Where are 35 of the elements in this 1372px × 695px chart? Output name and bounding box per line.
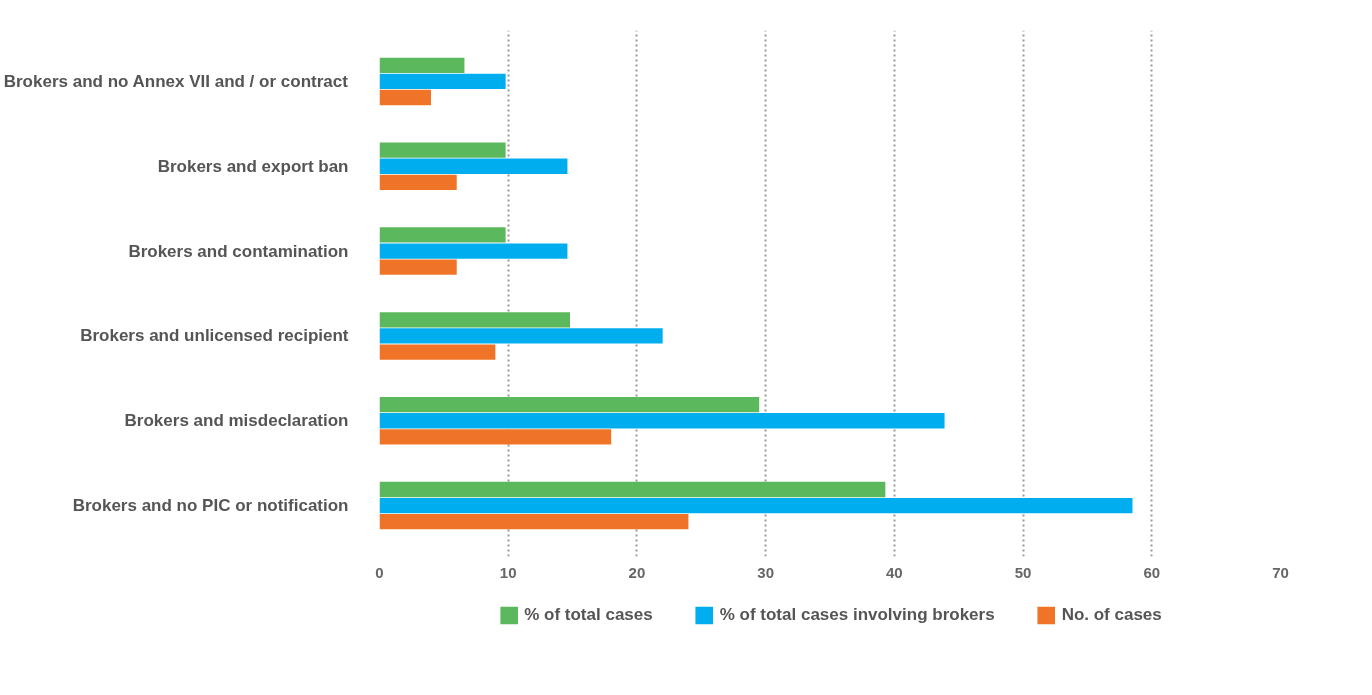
x-tick-label: 20 bbox=[628, 563, 646, 581]
y-tick-label: Brokers and no Annex VII and / or contract bbox=[3, 71, 349, 91]
bar bbox=[379, 497, 1133, 514]
y-tick-label: Brokers and contamination bbox=[128, 241, 349, 261]
y-tick-label: Brokers and misdeclaration bbox=[124, 411, 349, 431]
legend-label: No. of cases bbox=[1061, 605, 1162, 625]
bar bbox=[379, 259, 457, 275]
x-tick-label: 10 bbox=[499, 563, 517, 581]
bar bbox=[379, 481, 886, 498]
bar bbox=[379, 429, 612, 445]
x-tick-label: 0 bbox=[375, 563, 384, 581]
bar bbox=[379, 158, 568, 174]
bar bbox=[379, 89, 431, 106]
bar bbox=[379, 73, 506, 90]
bar bbox=[379, 328, 663, 344]
bar bbox=[379, 514, 689, 530]
y-tick-label: Brokers and no PIC or notification bbox=[72, 496, 349, 516]
bar bbox=[379, 227, 506, 243]
y-tick-label: Brokers and unlicensed recipient bbox=[80, 326, 349, 346]
x-tick-label: 30 bbox=[757, 563, 774, 581]
bar bbox=[379, 142, 506, 158]
bar bbox=[379, 396, 760, 413]
legend-label: % of total cases bbox=[524, 605, 653, 625]
x-tick-label: 70 bbox=[1272, 563, 1289, 581]
x-tick-label: 50 bbox=[1014, 563, 1032, 581]
bar bbox=[379, 243, 568, 259]
bar bbox=[379, 174, 457, 191]
bar bbox=[379, 344, 496, 360]
x-tick-label: 40 bbox=[886, 563, 903, 581]
y-tick-label: Brokers and export ban bbox=[157, 156, 349, 176]
x-tick-label: 60 bbox=[1143, 563, 1161, 581]
bar bbox=[379, 413, 945, 429]
legend-label: % of total cases involving brokers bbox=[719, 605, 995, 625]
bar bbox=[379, 57, 465, 73]
bar bbox=[379, 312, 570, 328]
